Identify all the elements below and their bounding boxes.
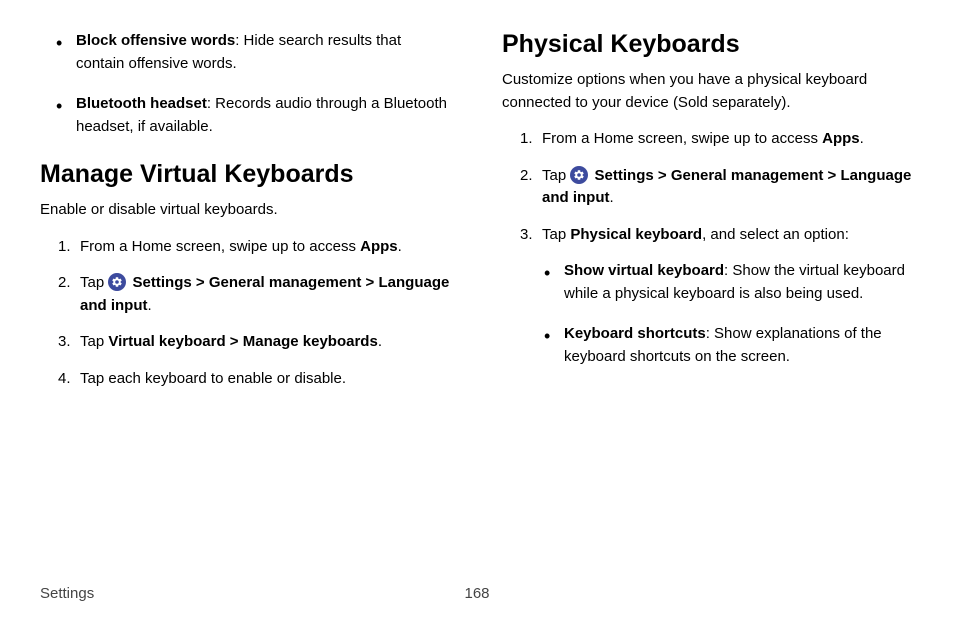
step-text: . — [860, 130, 864, 147]
step-bold: Settings — [133, 274, 192, 291]
step-number: 3. — [58, 331, 71, 354]
step-text: Tap — [80, 274, 108, 291]
step-number: 2. — [58, 272, 71, 295]
bullet-bold: Block offensive words — [76, 32, 235, 49]
section-heading-manage-virtual-keyboards: Manage Virtual Keyboards — [40, 160, 452, 189]
bullet-bold: Bluetooth headset — [76, 95, 207, 112]
left-column: Block offensive words: Hide search resul… — [40, 30, 452, 404]
footer-section-label: Settings — [40, 585, 94, 602]
step-text: Tap — [542, 226, 570, 243]
step-text: . — [378, 333, 382, 350]
step-text: . — [610, 189, 614, 206]
step-text: , and select an option: — [702, 226, 849, 243]
step-bold: Apps — [822, 130, 860, 147]
page-footer: Settings 168 — [40, 585, 914, 602]
section-intro: Enable or disable virtual keyboards. — [40, 199, 452, 222]
step-text: . — [148, 297, 152, 314]
sub-bullet-item: Show virtual keyboard: Show the virtual … — [564, 260, 914, 305]
step-number: 3. — [520, 224, 533, 247]
step-item: 3. Tap Virtual keyboard > Manage keyboar… — [58, 331, 452, 354]
bullet-bold: Show virtual keyboard — [564, 262, 724, 279]
bullet-bold: Keyboard shortcuts — [564, 325, 706, 342]
footer-page-number: 168 — [464, 585, 489, 602]
step-text: . — [398, 238, 402, 255]
step-text: From a Home screen, swipe up to access — [542, 130, 822, 147]
intro-bullet-list: Block offensive words: Hide search resul… — [40, 30, 452, 138]
sub-bullet-item: Keyboard shortcuts: Show explanations of… — [564, 323, 914, 368]
step-bold: > — [226, 333, 243, 350]
step-bold: > — [192, 274, 209, 291]
step-bold: Virtual keyboard — [108, 333, 225, 350]
two-column-layout: Block offensive words: Hide search resul… — [40, 30, 914, 404]
step-item: 2. Tap Settings > General management > L… — [58, 272, 452, 317]
step-item: 3. Tap Physical keyboard, and select an … — [520, 224, 914, 369]
step-item: 4. Tap each keyboard to enable or disabl… — [58, 368, 452, 391]
section-intro: Customize options when you have a physic… — [502, 69, 914, 114]
step-number: 1. — [520, 128, 533, 151]
step-number: 4. — [58, 368, 71, 391]
step-bold: > — [361, 274, 378, 291]
step-text: From a Home screen, swipe up to access — [80, 238, 360, 255]
step-number: 1. — [58, 236, 71, 259]
step-bold: > — [654, 167, 671, 184]
step-bold: > — [823, 167, 840, 184]
settings-icon — [570, 166, 588, 184]
step-item: 1. From a Home screen, swipe up to acces… — [520, 128, 914, 151]
bullet-item: Bluetooth headset: Records audio through… — [76, 93, 452, 138]
sub-bullet-list: Show virtual keyboard: Show the virtual … — [542, 260, 914, 368]
steps-list: 1. From a Home screen, swipe up to acces… — [40, 236, 452, 391]
step-bold: Apps — [360, 238, 398, 255]
step-text: Tap — [542, 167, 570, 184]
step-bold: General management — [671, 167, 824, 184]
step-bold: Physical keyboard — [570, 226, 702, 243]
settings-icon — [108, 273, 126, 291]
step-bold: General management — [209, 274, 362, 291]
right-column: Physical Keyboards Customize options whe… — [502, 30, 914, 404]
step-item: 2. Tap Settings > General management > L… — [520, 165, 914, 210]
step-item: 1. From a Home screen, swipe up to acces… — [58, 236, 452, 259]
bullet-item: Block offensive words: Hide search resul… — [76, 30, 452, 75]
step-number: 2. — [520, 165, 533, 188]
step-bold: Manage keyboards — [243, 333, 378, 350]
step-text: Tap each keyboard to enable or disable. — [80, 370, 346, 387]
step-text: Tap — [80, 333, 108, 350]
step-bold: Settings — [595, 167, 654, 184]
section-heading-physical-keyboards: Physical Keyboards — [502, 30, 914, 59]
steps-list: 1. From a Home screen, swipe up to acces… — [502, 128, 914, 368]
